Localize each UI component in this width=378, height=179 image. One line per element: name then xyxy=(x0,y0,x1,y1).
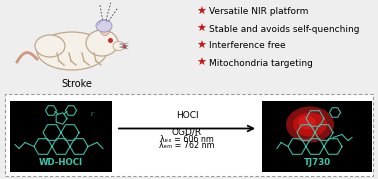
Ellipse shape xyxy=(102,25,108,33)
Text: λₑₘ = 762 nm: λₑₘ = 762 nm xyxy=(159,142,215,151)
Ellipse shape xyxy=(113,42,125,50)
Text: ★: ★ xyxy=(196,41,206,51)
Text: TJ730: TJ730 xyxy=(304,158,331,167)
Ellipse shape xyxy=(286,107,334,142)
FancyBboxPatch shape xyxy=(5,94,373,176)
Ellipse shape xyxy=(298,115,316,129)
Text: Interference free: Interference free xyxy=(209,42,286,50)
Text: λₑₓ = 606 nm: λₑₓ = 606 nm xyxy=(160,134,214,144)
Ellipse shape xyxy=(293,112,327,137)
Text: ★: ★ xyxy=(196,58,206,68)
Text: OGD/R: OGD/R xyxy=(172,127,202,137)
Text: Versatile NIR platform: Versatile NIR platform xyxy=(209,8,308,16)
Text: I⁻: I⁻ xyxy=(90,112,96,117)
Bar xyxy=(262,101,372,172)
Text: ★: ★ xyxy=(196,7,206,17)
Ellipse shape xyxy=(37,32,107,70)
Ellipse shape xyxy=(35,35,65,57)
Text: Stable and avoids self-quenching: Stable and avoids self-quenching xyxy=(209,25,359,33)
Ellipse shape xyxy=(86,30,118,56)
Text: Stroke: Stroke xyxy=(62,79,93,89)
Ellipse shape xyxy=(96,20,112,32)
Bar xyxy=(10,101,112,172)
Text: HOCl: HOCl xyxy=(176,110,198,120)
Text: Mitochondria targeting: Mitochondria targeting xyxy=(209,59,313,67)
Text: ★: ★ xyxy=(196,24,206,34)
Text: WD-HOCl: WD-HOCl xyxy=(39,158,83,167)
Ellipse shape xyxy=(100,23,110,35)
